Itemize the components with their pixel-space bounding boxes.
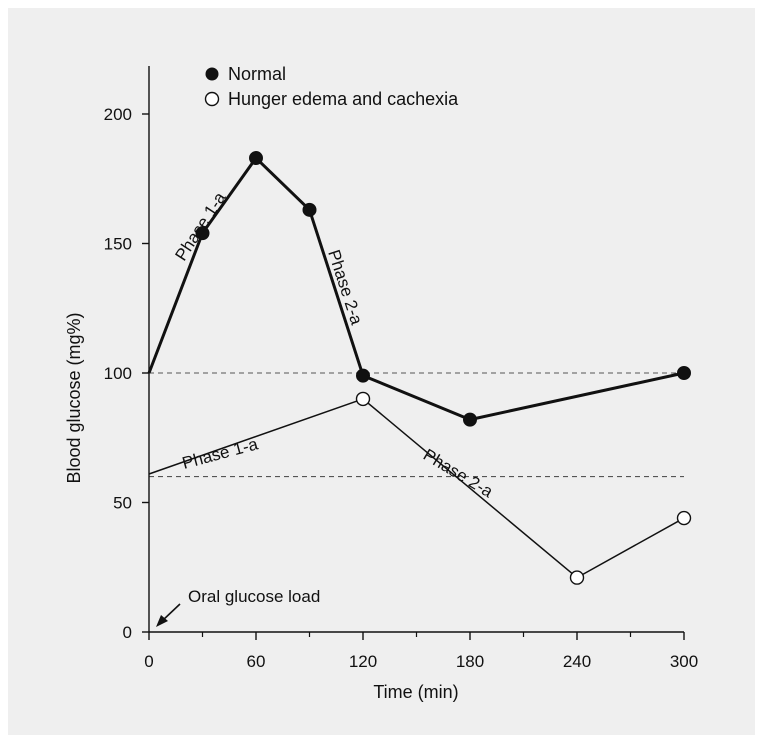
legend-hunger-marker [204,91,220,107]
data-point-hunger [676,510,692,526]
data-point-normal [356,368,370,383]
data-point-hunger [355,391,371,407]
series-line-hunger [148,398,685,579]
x-tick-label: 180 [456,652,484,671]
x-tick-label: 60 [247,652,266,671]
legend: Normal Hunger edema and cachexia [204,64,459,109]
y-tick-label: 50 [113,494,132,513]
axes: 0 60 120 180 240 300 0 50 100 150 200 [104,66,698,671]
data-point-normal [195,226,210,241]
data-point-normal [677,366,691,380]
y-tick-label: 0 [123,623,132,642]
series-line-normal [147,156,685,422]
oral-glucose-load-arrow [156,603,181,627]
y-tick-label: 100 [104,364,132,383]
x-tick-label: 0 [144,652,153,671]
y-axis-title: Blood glucose (mg%) [64,312,84,483]
data-point-normal [463,412,477,427]
legend-normal-label: Normal [228,64,286,84]
reference-lines [149,372,684,478]
x-tick-label: 120 [349,652,377,671]
chart-panel [8,8,755,735]
annotation-hunger-phase2: Phase 2-a [420,445,497,501]
data-point-hunger [569,570,585,585]
data-point-normal [302,202,317,217]
data-point-normal [249,151,263,166]
annotation-normal-phase1: Phase 1-a [171,188,229,264]
series-lines [147,156,685,579]
x-axis-title: Time (min) [373,682,458,702]
y-tick-label: 150 [104,235,132,254]
x-tick-label: 300 [670,652,698,671]
data-markers [195,151,692,585]
legend-hunger-label: Hunger edema and cachexia [228,89,459,109]
annotation-hunger-phase1: Phase 1-a [180,434,260,473]
annotation-oral-glucose-load: Oral glucose load [188,587,320,606]
y-tick-label: 200 [104,105,132,124]
annotation-normal-phase2: Phase 2-a [324,247,366,327]
legend-normal-marker [205,67,219,81]
x-tick-label: 240 [563,652,591,671]
